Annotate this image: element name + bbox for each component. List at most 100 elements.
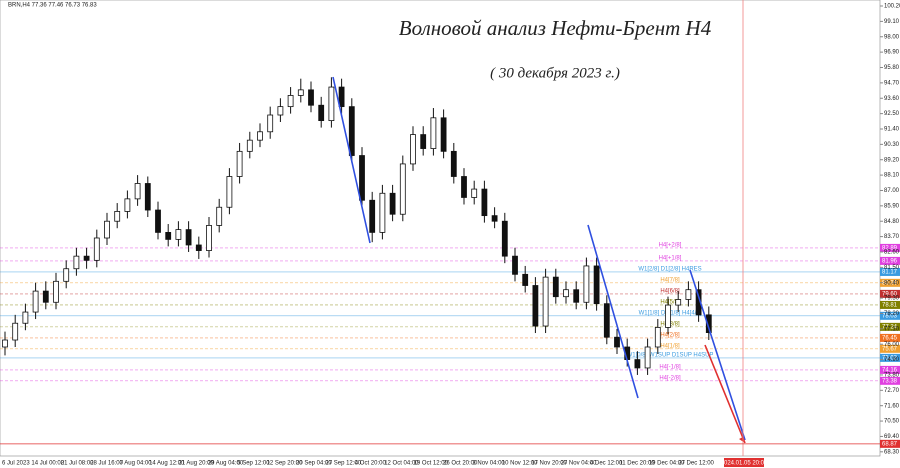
candle-body: [195, 244, 202, 251]
x-tick-label: 29 Aug 04:00: [208, 461, 244, 467]
candle-body: [216, 206, 223, 226]
level-name: H4[2/8]: [660, 332, 680, 338]
y-tick-label: 68.30: [884, 449, 900, 455]
level-value: 81.17: [882, 270, 898, 276]
y-tick-label: 94.70: [884, 80, 900, 86]
x-tick-label: 17 Nov 20:00: [531, 461, 567, 467]
candle-body: [328, 86, 335, 122]
candle-body: [654, 327, 661, 348]
y-tick-label: 73.80: [884, 373, 900, 379]
y-tick-label: 72.70: [884, 388, 900, 394]
x-tick-label: 11 Dec 20:00: [619, 461, 655, 467]
level-name: H4[6/8]: [660, 288, 680, 294]
level-value: 76.45: [882, 335, 898, 341]
candle-body: [185, 229, 192, 246]
candle-body: [420, 134, 427, 149]
level-value: 82.89: [882, 245, 898, 251]
candle-body: [318, 104, 325, 122]
y-tick-label: 80.40: [884, 280, 900, 286]
candle-body: [175, 229, 182, 240]
x-tick-label: 3 Nov 04:00: [472, 461, 505, 467]
candle-body: [583, 265, 590, 303]
chart-title: Волновой анализ Нефти-Брент H4: [399, 16, 712, 40]
candle-body: [287, 95, 294, 108]
level-name: H4[+2/8]: [659, 242, 682, 248]
candle-body: [226, 176, 233, 208]
level-name: W1[0/8] W1SUP D1SUP H4SUP: [627, 352, 714, 358]
level-tag: [880, 243, 900, 252]
level-name: H4[-1/8]: [659, 364, 681, 370]
candle-body: [32, 290, 39, 313]
candle-body: [308, 89, 314, 106]
level-value: 78.81: [882, 303, 898, 309]
x-tick-label: 6 Jul 2023: [2, 461, 30, 467]
level-value: 77.24: [882, 324, 898, 330]
level-tag: [880, 333, 900, 342]
level-value: 74.16: [882, 367, 898, 373]
x-tick-label: 12 Sep 20:00: [267, 461, 303, 467]
candle-body: [603, 303, 610, 338]
level-name: H4[+1/8]: [659, 255, 682, 261]
plot-frame: [0, 0, 881, 457]
level-value: 75.67: [882, 346, 898, 352]
candle-body: [644, 346, 651, 369]
level-tag: [880, 365, 900, 374]
y-tick-label: 96.90: [884, 50, 900, 56]
y-tick-label: 83.70: [884, 234, 900, 240]
level-value: 81.96: [882, 258, 898, 264]
candle-body: [63, 268, 70, 282]
candle-body: [573, 289, 580, 303]
level-tag: [880, 256, 900, 265]
x-tick-label: 4 Dec 12:00: [590, 461, 623, 467]
level-value: 75.02: [882, 355, 898, 361]
candle-body: [206, 225, 212, 251]
x-tick-label: 21 Jul 08:00: [61, 461, 94, 467]
candle-body: [410, 134, 416, 165]
candle-body: [542, 276, 549, 327]
candles: [2, 77, 712, 375]
level-tag: [880, 311, 900, 320]
x-tick-label: 28 Jul 16:00: [90, 461, 123, 467]
candle-body: [593, 265, 600, 305]
y-tick-label: 100.20: [884, 4, 900, 10]
level-tag: [880, 376, 900, 385]
candle-body: [665, 304, 671, 328]
trend-line: [332, 76, 371, 244]
arrow-head: [739, 437, 745, 443]
y-tick-label: 71.60: [884, 403, 900, 409]
candle-body: [83, 255, 90, 261]
y-tick-label: 79.30: [884, 296, 900, 302]
x-tick-label: 20 Sep 04:00: [296, 461, 332, 467]
y-tick-label: 74.90: [884, 357, 900, 363]
trend-line: [689, 269, 746, 441]
level-tag: [880, 289, 900, 298]
y-tick-label: 95.80: [884, 65, 900, 71]
candle-body: [379, 192, 386, 233]
candle-body: [634, 359, 641, 369]
candle-body: [267, 114, 274, 133]
y-tick-label: 82.60: [884, 250, 900, 256]
y-tick-label: 85.90: [884, 203, 900, 209]
y-tick-label: 81.50: [884, 265, 900, 271]
candle-body: [481, 188, 488, 217]
y-tick-label: 93.60: [884, 96, 900, 102]
x-tick-label: 5 Sep 12:00: [237, 461, 270, 467]
y-tick-label: 90.30: [884, 142, 900, 148]
level-tag: [880, 267, 900, 276]
candle-body: [134, 183, 141, 200]
candle-body: [246, 139, 253, 152]
candle-body: [450, 150, 457, 177]
candle-body: [705, 314, 712, 334]
candle-body: [93, 237, 100, 261]
candle-body: [348, 106, 355, 156]
level-tag: [880, 322, 900, 331]
candle-body: [338, 86, 345, 108]
candle-body: [12, 322, 19, 341]
x-tick-label: 19 Dec 04:00: [649, 461, 685, 467]
y-tick-label: 84.80: [884, 219, 900, 225]
candle-body: [114, 211, 121, 222]
candle-body: [685, 289, 692, 300]
target-tag: [880, 439, 900, 448]
level-tag: [880, 278, 900, 287]
candle-body: [236, 150, 243, 177]
